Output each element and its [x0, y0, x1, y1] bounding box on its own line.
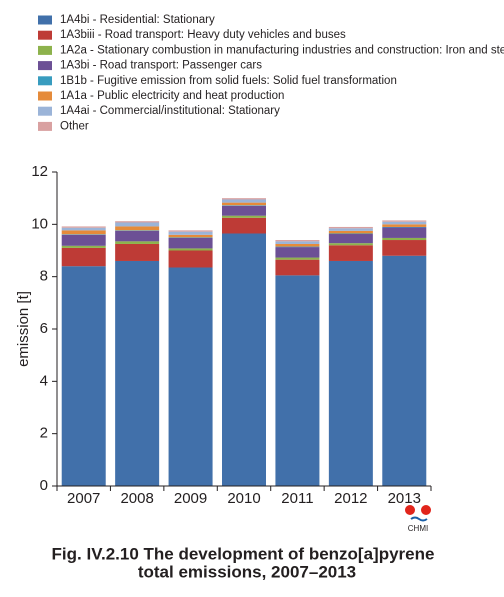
- bar-segment: [222, 198, 266, 200]
- bar-segment: [115, 221, 160, 223]
- bar-segment: [61, 230, 106, 235]
- legend-swatch: [38, 106, 52, 116]
- x-tick-label: 2010: [227, 490, 260, 507]
- bar-segment: [61, 234, 106, 235]
- bar-segment: [222, 217, 266, 234]
- bar-segment: [382, 226, 427, 228]
- bar-segment: [328, 228, 373, 231]
- bar-segment: [382, 237, 427, 241]
- bar-segment: [168, 267, 213, 486]
- legend-swatch: [38, 45, 52, 55]
- bar-segment: [222, 215, 266, 218]
- bar-segment: [382, 255, 427, 486]
- legend-label: 1A1a - Public electricity and heat produ…: [60, 90, 284, 102]
- bar-segment: [168, 250, 213, 268]
- bar-segment: [61, 234, 106, 246]
- bar-segment: [328, 233, 373, 235]
- bar-segment: [275, 257, 320, 260]
- legend-swatch: [38, 30, 52, 40]
- x-tick-label: 2009: [174, 490, 207, 507]
- bar-segment: [328, 243, 373, 246]
- bar-segment: [115, 230, 160, 231]
- chart-title: total emissions, 2007–2013: [138, 562, 356, 581]
- y-axis-label: emission [t]: [15, 291, 32, 367]
- legend-label: 1A4ai - Commercial/institutional: Statio…: [60, 105, 280, 117]
- legend-label: 1A3bi - Road transport: Passenger cars: [60, 60, 262, 72]
- y-tick-label: 4: [40, 372, 48, 389]
- bar-segment: [61, 226, 106, 228]
- x-tick-label: 2011: [281, 490, 313, 507]
- bar-segment: [275, 259, 320, 276]
- chart-title: Fig. IV.2.10 The development of benzo[a]…: [52, 544, 435, 563]
- bar-segment: [168, 237, 213, 238]
- legend-label: 1A4bi - Residential: Stationary: [60, 14, 215, 26]
- bar-segment: [222, 205, 266, 216]
- bar-segment: [382, 220, 427, 222]
- bar-segment: [115, 226, 160, 231]
- bar-segment: [328, 230, 373, 234]
- y-tick-label: 2: [40, 425, 48, 442]
- bar-segment: [328, 226, 373, 229]
- legend-label: 1A3biii - Road transport: Heavy duty veh…: [60, 29, 346, 41]
- bar-segment: [168, 230, 213, 232]
- bar-segment: [168, 237, 213, 249]
- legend-label: 1A2a - Stationary combustion in manufact…: [60, 44, 504, 56]
- legend-swatch: [38, 91, 52, 101]
- bar-segment: [275, 243, 320, 247]
- bar-segment: [275, 275, 320, 486]
- y-tick-label: 8: [40, 268, 48, 285]
- y-tick-label: 0: [40, 477, 48, 494]
- bar-segment: [275, 240, 320, 242]
- bar-segment: [382, 221, 427, 225]
- y-tick-label: 6: [40, 320, 48, 337]
- bar-segment: [382, 224, 427, 227]
- logo: CHMI: [405, 505, 431, 533]
- bar-segment: [328, 234, 373, 244]
- y-tick-label: 12: [31, 163, 48, 180]
- y-tick-label: 10: [31, 215, 48, 232]
- bar-segment: [115, 260, 160, 486]
- x-tick-label: 2008: [120, 490, 153, 507]
- logo-text: CHMI: [408, 524, 428, 533]
- legend-label: Other: [60, 120, 89, 132]
- bar-segment: [275, 241, 320, 244]
- legend-label: 1B1b - Fugitive emission from solid fuel…: [60, 75, 397, 87]
- bar-segment: [275, 247, 320, 258]
- bar-segment: [275, 246, 320, 248]
- bar-segment: [168, 248, 213, 251]
- bar-segment: [115, 230, 160, 242]
- bar-segment: [168, 234, 213, 238]
- bar-segment: [61, 227, 106, 231]
- bar-segment: [328, 245, 373, 261]
- bar-segment: [61, 266, 106, 486]
- legend-swatch: [38, 76, 52, 86]
- bar-segment: [222, 199, 266, 203]
- bar-segment: [222, 205, 266, 206]
- legend-swatch: [38, 61, 52, 71]
- x-tick-label: 2013: [388, 490, 421, 507]
- legend-swatch: [38, 15, 52, 25]
- bar-segment: [222, 202, 266, 206]
- bar-segment: [168, 231, 213, 235]
- bar-segment: [222, 233, 266, 486]
- x-tick-label: 2012: [334, 490, 367, 507]
- legend-swatch: [38, 121, 52, 131]
- bar-segment: [382, 240, 427, 256]
- bar-segment: [115, 243, 160, 261]
- bar-segment: [61, 247, 106, 267]
- bar-segment: [115, 222, 160, 227]
- bar-segment: [328, 260, 373, 486]
- bar-segment: [61, 245, 106, 248]
- bar-segment: [382, 227, 427, 238]
- bar-segment: [115, 241, 160, 244]
- x-tick-label: 2007: [67, 490, 100, 507]
